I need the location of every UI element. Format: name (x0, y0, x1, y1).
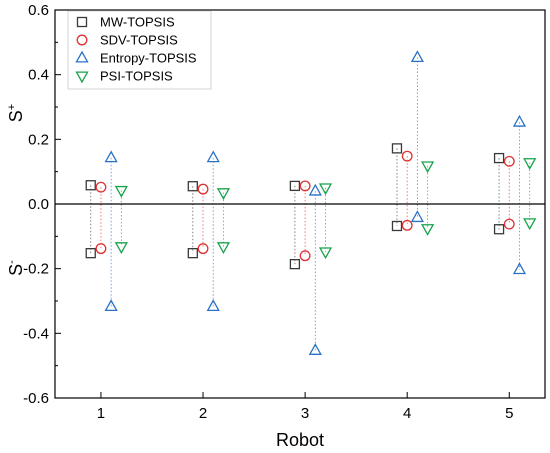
point-splus-sdv-topsis (401, 150, 413, 162)
point-splus-entropy-topsis (104, 150, 118, 163)
point-splus-psi-topsis (216, 188, 231, 201)
point-sminus-mw-topsis (493, 224, 505, 235)
point-splus-entropy-topsis (512, 114, 527, 127)
x-axis-title: Robot (276, 430, 324, 450)
legend-marker-sdv-topsis (76, 34, 88, 46)
point-sminus-sdv-topsis (299, 250, 311, 262)
point-splus-sdv-topsis (95, 181, 107, 193)
point-sminus-entropy-topsis (104, 299, 118, 311)
y-tick-label: -0.2 (23, 261, 49, 278)
x-tick-label: 5 (505, 405, 513, 422)
point-sminus-entropy-topsis (308, 343, 322, 355)
data-markers (85, 50, 537, 355)
point-splus-mw-topsis (187, 181, 198, 192)
y-axis-title-top-base: S (6, 110, 26, 122)
point-sminus-entropy-topsis (512, 262, 527, 275)
point-splus-psi-topsis (420, 161, 435, 174)
y-tick-label: 0.0 (28, 196, 49, 213)
point-splus-sdv-topsis (197, 183, 209, 195)
x-tick-label: 4 (403, 405, 411, 422)
point-sminus-entropy-topsis (206, 299, 220, 311)
y-axis-title-bottom-base: S (6, 264, 26, 276)
x-tick-label: 2 (199, 405, 207, 422)
point-sminus-sdv-topsis (95, 243, 107, 255)
point-sminus-mw-topsis (85, 247, 96, 259)
x-axis: 1 2 3 4 5 (97, 392, 513, 422)
legend: MW-TOPSIS SDV-TOPSIS Entropy-TOPSIS PSI-TOP… (67, 10, 212, 90)
point-sminus-entropy-topsis (410, 210, 425, 223)
svg-text:S-: S- (6, 260, 26, 276)
point-splus-entropy-topsis (410, 50, 425, 63)
legend-label: Entropy-TOPSIS (100, 51, 197, 66)
point-sminus-sdv-topsis (401, 219, 413, 231)
point-splus-mw-topsis (391, 143, 403, 154)
y-axis-title-top: S+ (6, 104, 26, 122)
y-tick-label: 0.2 (28, 131, 49, 148)
point-sminus-mw-topsis (289, 258, 301, 270)
point-splus-entropy-topsis (308, 183, 322, 196)
point-sminus-psi-topsis (216, 242, 231, 255)
point-splus-entropy-topsis (206, 150, 220, 163)
point-sminus-mw-topsis (391, 220, 403, 232)
legend-marker-entropy-topsis (75, 50, 89, 63)
y-tick-label: -0.4 (23, 325, 49, 342)
point-splus-mw-topsis (289, 180, 301, 192)
y-axis-title-bottom-sup: - (6, 260, 18, 264)
legend-marker-psi-topsis (75, 71, 89, 84)
y-axis-title-bottom: S- (6, 260, 26, 276)
x-tick-label: 1 (97, 405, 105, 422)
legend-label: SDV-TOPSIS (100, 33, 178, 48)
point-splus-mw-topsis (85, 180, 96, 191)
x-tick-label: 3 (301, 405, 309, 422)
point-sminus-psi-topsis (114, 242, 128, 255)
legend-label: PSI-TOPSIS (100, 69, 173, 84)
y-axis: -0.6 -0.4 -0.2 0.0 0.2 0.4 0.6 (23, 2, 61, 407)
legend-box (67, 10, 212, 90)
point-sminus-mw-topsis (187, 247, 198, 259)
point-splus-mw-topsis (493, 152, 505, 164)
y-tick-label: -0.6 (23, 390, 49, 407)
y-tick-label: 0.6 (28, 2, 49, 19)
point-splus-psi-topsis (523, 158, 537, 170)
point-splus-sdv-topsis (503, 155, 515, 167)
legend-marker-mw-topsis (76, 16, 88, 28)
point-sminus-psi-topsis (420, 224, 435, 236)
dotted-connectors (90, 57, 531, 351)
y-axis-title-top-sup: + (6, 104, 18, 110)
legend-label: MW-TOPSIS (100, 15, 175, 30)
point-splus-sdv-topsis (299, 180, 311, 192)
point-sminus-sdv-topsis (197, 243, 209, 255)
point-splus-psi-topsis (114, 185, 128, 198)
svg-text:S+: S+ (6, 104, 26, 122)
point-sminus-sdv-topsis (503, 218, 515, 230)
point-splus-psi-topsis (318, 183, 333, 196)
y-tick-label: 0.4 (28, 67, 49, 84)
point-sminus-psi-topsis (318, 247, 333, 260)
point-sminus-psi-topsis (523, 218, 537, 231)
